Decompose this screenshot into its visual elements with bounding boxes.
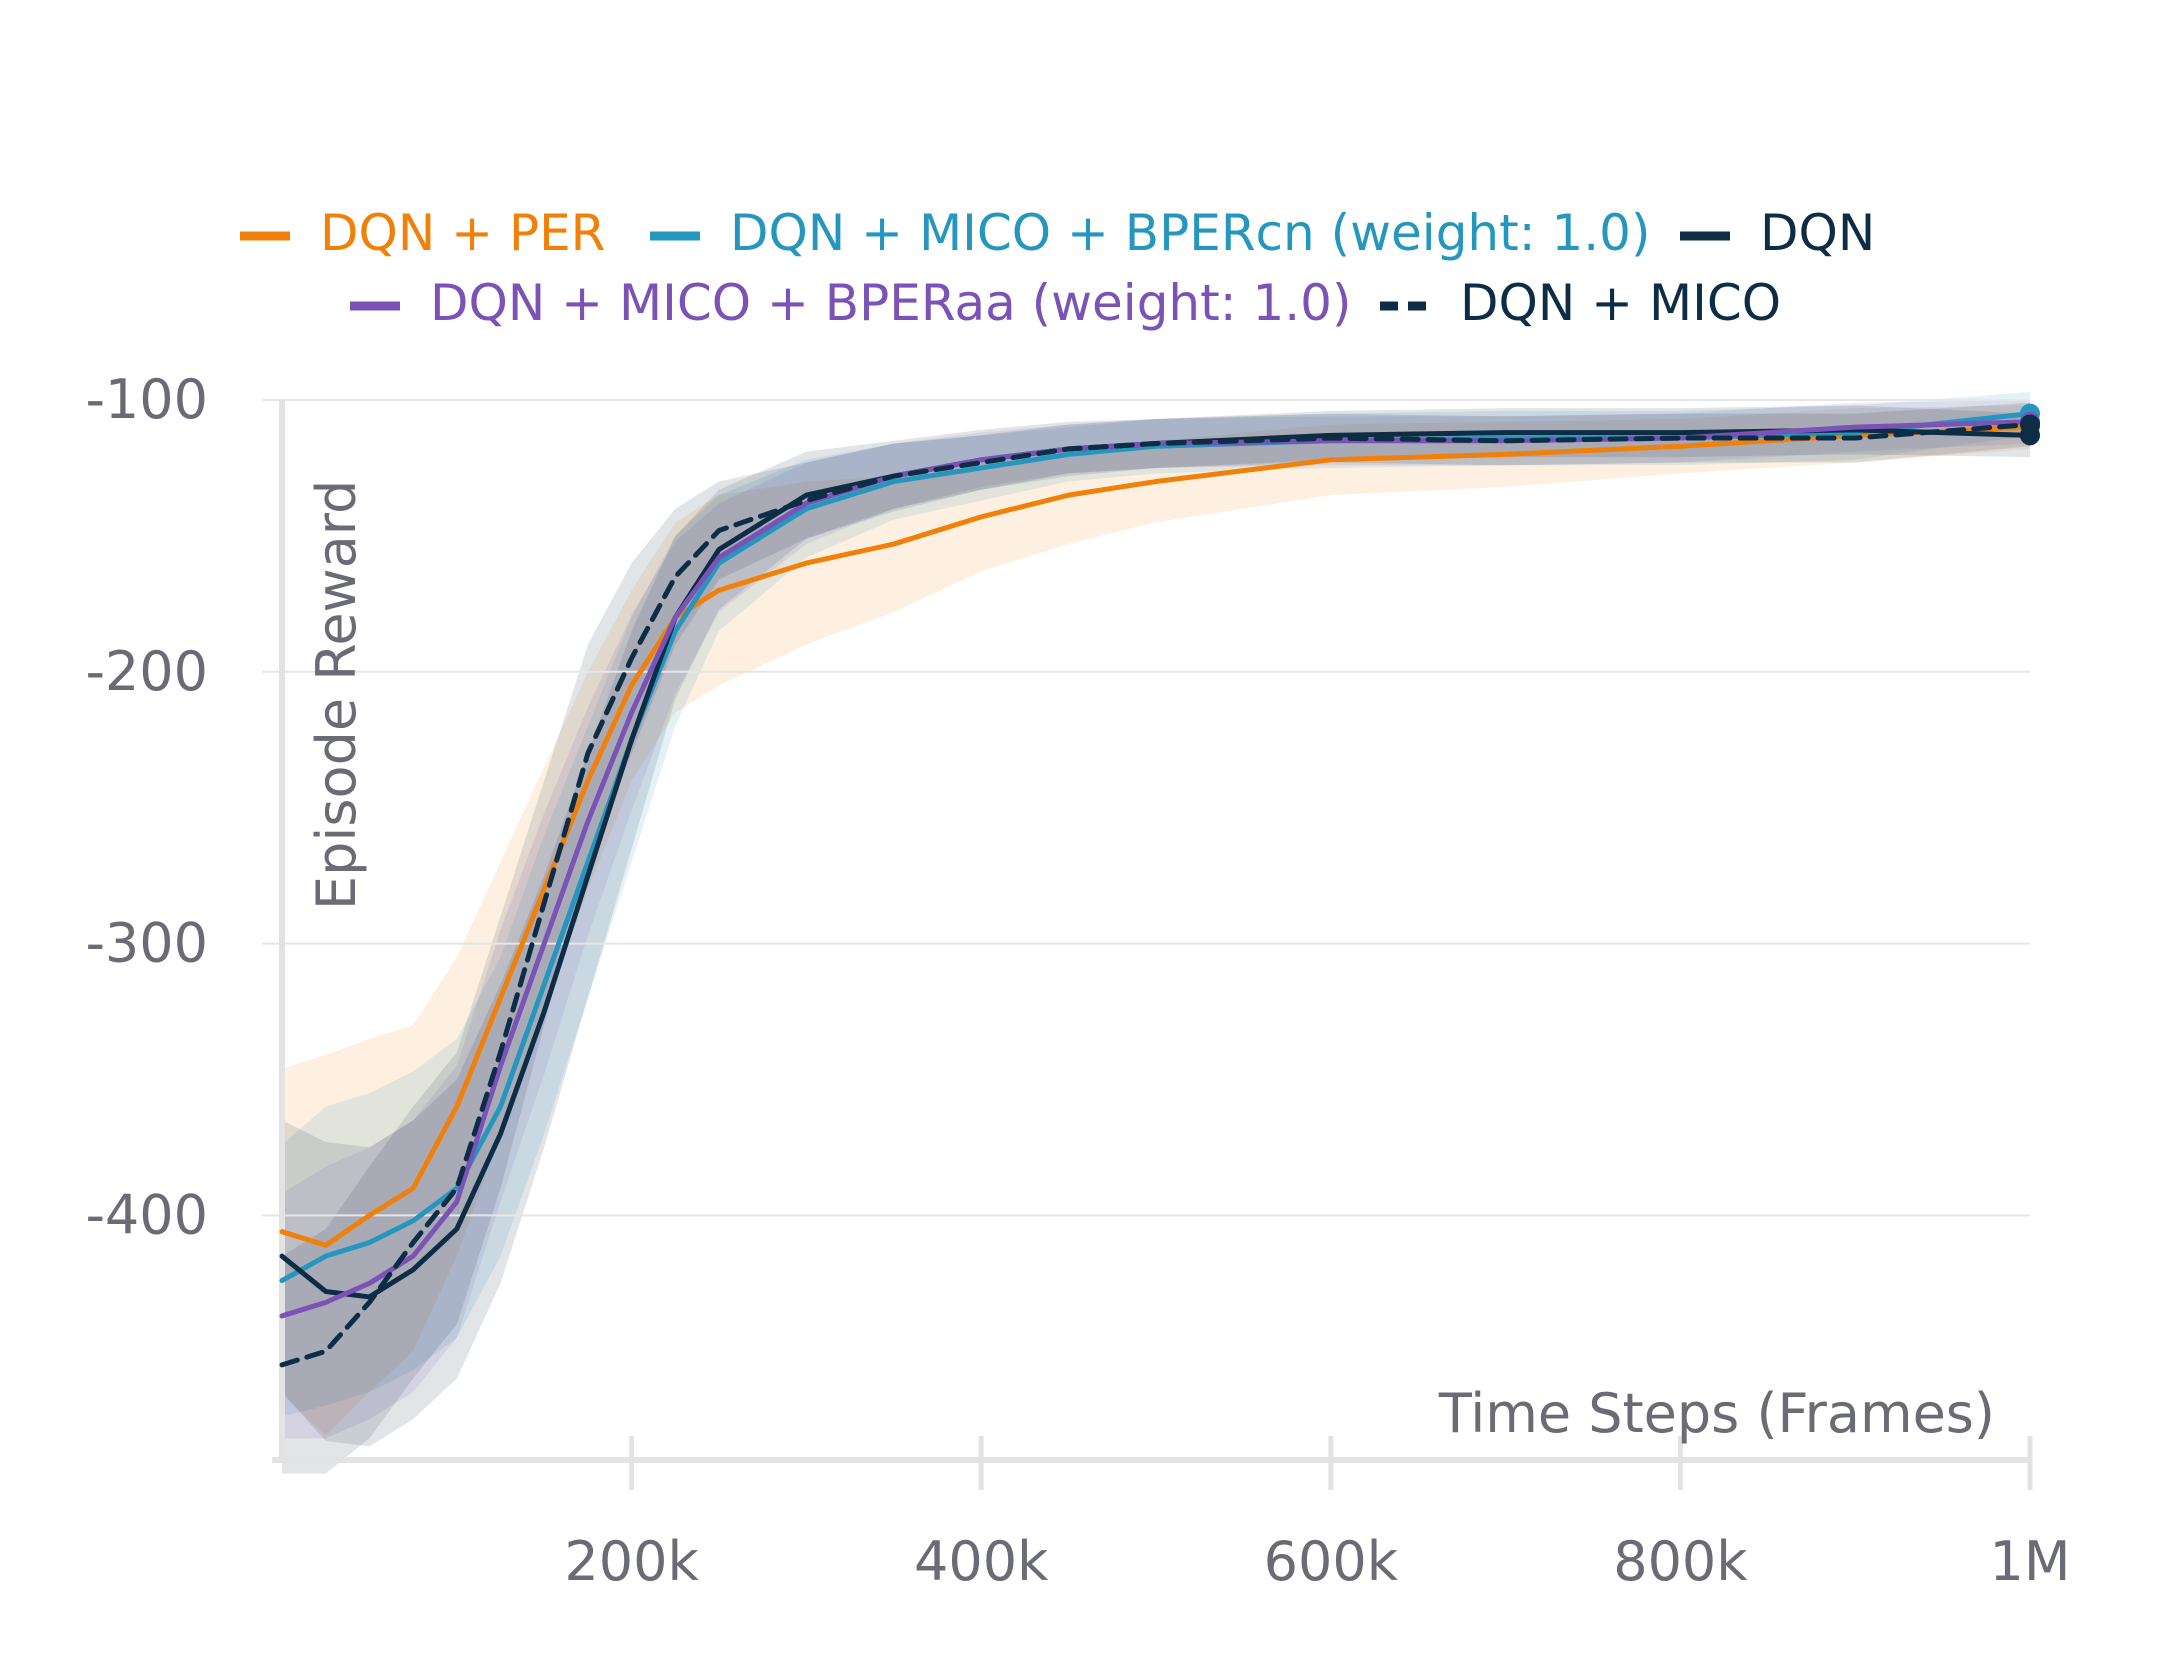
legend-label: DQN + MICO + BPERaa (weight: 1.0) <box>430 274 1351 332</box>
y-tick-label: -100 <box>85 368 208 431</box>
confidence-band <box>282 400 2030 1439</box>
series-line <box>279 421 2033 1368</box>
y-axis-title: Episode Reward <box>305 480 368 910</box>
x-tick-label: 200k <box>564 1530 699 1593</box>
y-tick-label: -400 <box>85 1183 208 1246</box>
series-lines <box>279 403 2040 1368</box>
legend-label: DQN + MICO + BPERcn (weight: 1.0) <box>730 204 1650 262</box>
series-end-point <box>2020 414 2040 435</box>
confidence-band <box>282 405 2030 1447</box>
axes <box>272 400 2030 1463</box>
series-line <box>279 427 2033 1300</box>
confidence-bands <box>282 391 2030 1474</box>
tick-labels: -100 -200 -300 -400 200k 400k 600k 800k 1M <box>85 368 2070 1593</box>
legend: DQN + PER DQN + MICO + BPERcn (weight: 1.… <box>240 204 1875 332</box>
series-line <box>279 419 2033 1319</box>
y-tick-label: -300 <box>85 912 208 975</box>
series-line <box>279 424 2033 1248</box>
legend-label: DQN <box>1760 204 1875 262</box>
confidence-band <box>282 405 2030 1436</box>
x-axis-title: Time Steps (Frames) <box>1438 1382 1995 1445</box>
x-tick-label: 400k <box>914 1530 1049 1593</box>
x-tick-label: 800k <box>1613 1530 1748 1593</box>
y-tick-label: -200 <box>85 640 208 703</box>
legend-label: DQN + PER <box>320 204 605 262</box>
confidence-band <box>282 391 2030 1417</box>
x-tick-label: 1M <box>1990 1530 2071 1593</box>
x-tick-label: 600k <box>1264 1530 1399 1593</box>
legend-label: DQN + MICO <box>1460 274 1781 332</box>
